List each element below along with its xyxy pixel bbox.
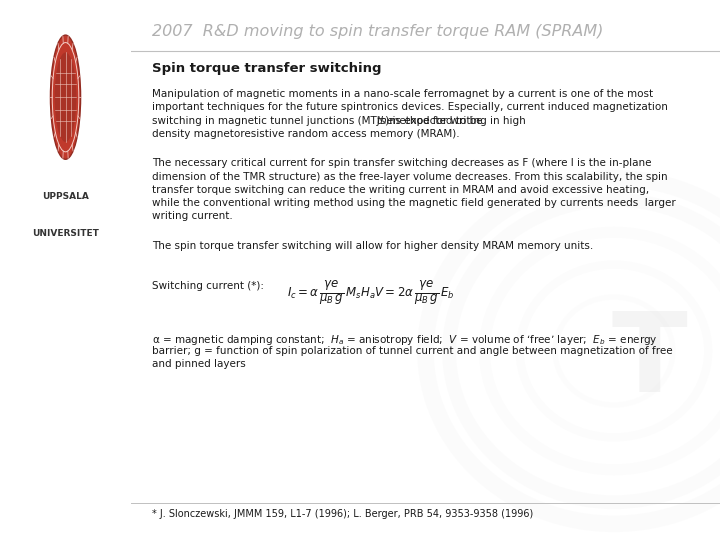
Text: * J. Slonczewski, JMMM 159, L1-7 (1996); L. Berger, PRB 54, 9353-9358 (1996): * J. Slonczewski, JMMM 159, L1-7 (1996);… [152, 509, 533, 519]
Text: 2007  R&D moving to spin transfer torque RAM (SPRAM): 2007 R&D moving to spin transfer torque … [152, 24, 603, 39]
Text: UPPSALA: UPPSALA [42, 192, 89, 201]
Text: Switching current (*):: Switching current (*): [152, 281, 264, 292]
Text: $I_c = \alpha\,\dfrac{\gamma e}{\mu_B\,g}\,M_s H_a V = 2\alpha\,\dfrac{\gamma e}: $I_c = \alpha\,\dfrac{\gamma e}{\mu_B\,g… [287, 280, 455, 307]
Text: dimension of the TMR structure) as the free-layer volume decreases. From this sc: dimension of the TMR structure) as the f… [152, 172, 667, 182]
Text: and pinned layers: and pinned layers [152, 359, 246, 369]
Text: barrier; g = function of spin polarization of tunnel current and angle between m: barrier; g = function of spin polarizati… [152, 346, 672, 356]
Text: density magnetoresistive random access memory (MRAM).: density magnetoresistive random access m… [152, 129, 459, 139]
Circle shape [55, 52, 76, 142]
Text: Spin torque transfer switching: Spin torque transfer switching [152, 62, 381, 75]
Text: important techniques for the future spintronics devices. Especially, current ind: important techniques for the future spin… [152, 102, 667, 112]
Text: switching in magnetic tunnel junctions (MTJs) is expected to be: switching in magnetic tunnel junctions (… [152, 116, 485, 126]
Text: The spin torque transfer switching will allow for higher density MRAM memory uni: The spin torque transfer switching will … [152, 241, 593, 251]
Text: method for writing in high: method for writing in high [387, 116, 526, 126]
Text: the: the [376, 116, 393, 126]
Text: The necessary critical current for spin transfer switching decreases as F (where: The necessary critical current for spin … [152, 159, 651, 168]
Circle shape [50, 35, 81, 159]
Text: while the conventional writing method using the magnetic field generated by curr: while the conventional writing method us… [152, 198, 675, 208]
Text: T: T [611, 308, 687, 415]
Text: transfer torque switching can reduce the writing current in MRAM and avoid exces: transfer torque switching can reduce the… [152, 185, 649, 195]
Text: α = magnetic damping constant;  $H_a$ = anisotropy field;  $V$ = volume of ‘free: α = magnetic damping constant; $H_a$ = a… [152, 333, 657, 347]
Text: writing current.: writing current. [152, 212, 233, 221]
Text: Manipulation of magnetic moments in a nano-scale ferromagnet by a current is one: Manipulation of magnetic moments in a na… [152, 89, 653, 99]
Text: UNIVERSITET: UNIVERSITET [32, 230, 99, 239]
